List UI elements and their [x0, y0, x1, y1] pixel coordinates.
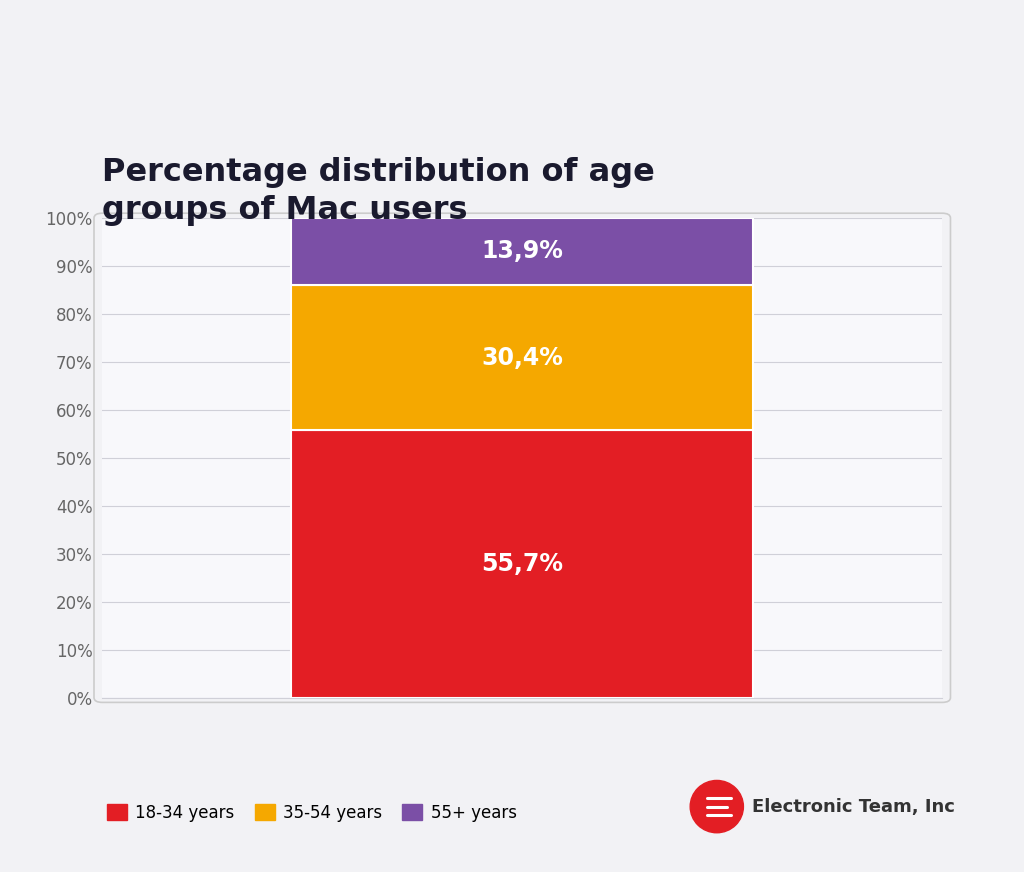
Text: 55,7%: 55,7%: [481, 552, 563, 576]
Text: Electronic Team, Inc: Electronic Team, Inc: [752, 798, 954, 815]
Legend: 18-34 years, 35-54 years, 55+ years: 18-34 years, 35-54 years, 55+ years: [100, 798, 523, 828]
Bar: [291, 284, 754, 431]
Text: 13,9%: 13,9%: [481, 239, 563, 263]
Text: 30,4%: 30,4%: [481, 345, 563, 370]
Text: Percentage distribution of age
groups of Mac users: Percentage distribution of age groups of…: [102, 157, 655, 226]
Bar: [291, 431, 754, 698]
Bar: [291, 218, 754, 284]
